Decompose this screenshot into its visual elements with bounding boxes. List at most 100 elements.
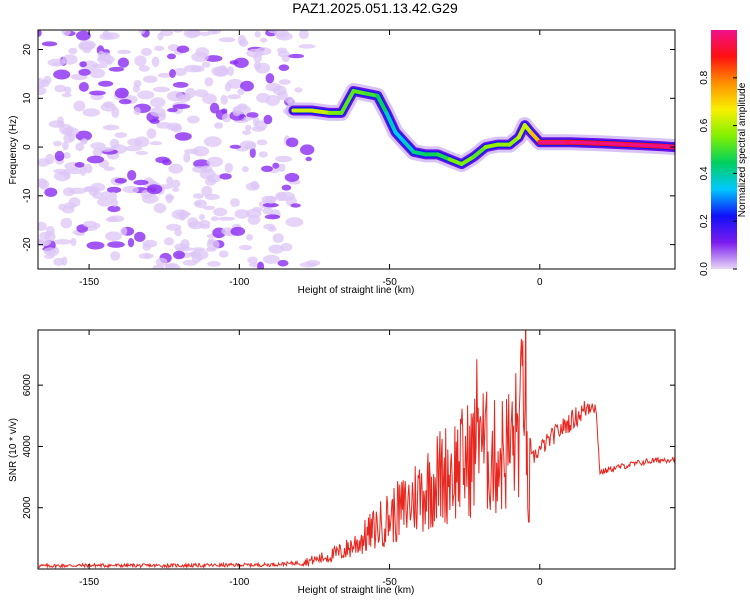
noise-blob [153, 203, 167, 214]
noise-blob [258, 151, 268, 158]
noise-blob [70, 237, 77, 247]
noise-blob [110, 251, 121, 261]
y-tick-label: -10 [22, 188, 33, 203]
snr-background [38, 330, 675, 569]
noise-blob [154, 45, 165, 52]
noise-blob [120, 226, 128, 236]
noise-blob [100, 191, 112, 199]
noise-blob [75, 130, 93, 141]
noise-blob [78, 42, 95, 51]
noise-blob [221, 113, 232, 123]
noise-blob [210, 30, 222, 35]
noise-blob [98, 80, 114, 87]
noise-blob [237, 88, 245, 96]
track-segment [435, 152, 452, 162]
colorbar-bar [711, 30, 737, 269]
noise-blob [138, 253, 154, 259]
noise-blob [246, 48, 264, 58]
noise-blob [150, 97, 166, 108]
noise-blob [229, 60, 239, 65]
noise-blob [108, 215, 125, 223]
noise-blob [264, 214, 281, 220]
noise-blob [39, 179, 50, 190]
noise-blob [170, 179, 181, 188]
noise-blob [73, 100, 86, 112]
noise-blob [146, 128, 157, 139]
noise-blob [61, 256, 68, 266]
noise-blob [206, 239, 220, 251]
track-segment [375, 93, 389, 115]
noise-blob [240, 80, 254, 92]
track-segment [384, 110, 398, 135]
noise-blob [199, 168, 216, 180]
noise-blob [62, 54, 78, 65]
figure-title: PAZ1.2025.051.13.42.G29 [292, 0, 458, 16]
noise-blob [192, 146, 210, 157]
noise-blob [137, 90, 155, 100]
noise-blob [89, 90, 106, 96]
noise-blob [133, 79, 142, 88]
noise-blob [286, 137, 299, 148]
noise-blob [278, 79, 291, 85]
noise-blob [68, 47, 78, 55]
noise-blob [238, 244, 252, 251]
noise-blob [61, 30, 72, 37]
noise-blob [187, 115, 200, 124]
y-tick-label: 20 [22, 44, 33, 56]
noise-blob [272, 162, 280, 169]
noise-blob [263, 114, 273, 125]
noise-blob [249, 147, 256, 158]
noise-blob [103, 166, 115, 171]
noise-blob [45, 153, 55, 165]
noise-blob [105, 231, 122, 241]
noise-blob [229, 144, 241, 149]
noise-blob [134, 231, 146, 242]
x-tick-label: 0 [537, 277, 543, 288]
noise-blob [207, 261, 221, 267]
track-segment [363, 91, 380, 98]
noise-blob [64, 86, 72, 95]
noise-blob [194, 89, 209, 98]
noise-blob [156, 122, 172, 129]
noise-blob [99, 33, 114, 41]
noise-blob [143, 75, 158, 83]
noise-blob [109, 138, 120, 149]
noise-blob [169, 69, 176, 78]
noise-blob [63, 202, 76, 210]
noise-blob [160, 30, 174, 37]
noise-blob [245, 208, 262, 218]
noise-blob [199, 214, 205, 221]
noise-blob [117, 49, 132, 55]
noise-blob [152, 86, 170, 93]
noise-blob [164, 263, 181, 269]
noise-blob [157, 72, 172, 78]
noise-blob [173, 67, 187, 77]
noise-blob [173, 250, 185, 260]
noise-blob [38, 238, 44, 244]
noise-blob [275, 191, 288, 202]
noise-blob [232, 106, 241, 117]
noise-blob [172, 104, 191, 109]
noise-blob [254, 31, 261, 38]
spectrogram-signal-track [285, 83, 675, 173]
y-tick-label: 0 [22, 144, 33, 150]
noise-blob [83, 186, 100, 193]
noise-blob [245, 124, 252, 131]
noise-blob [149, 119, 160, 124]
noise-blob [141, 47, 152, 56]
track-segment [393, 130, 407, 145]
track-segment [309, 108, 332, 115]
noise-blob [191, 247, 205, 252]
noise-blob [78, 68, 91, 76]
noise-blob [263, 223, 276, 230]
noise-blob [205, 247, 217, 252]
noise-blob [200, 31, 211, 37]
noise-blob [54, 239, 72, 245]
noise-blob [233, 57, 249, 68]
noise-blob [124, 145, 143, 152]
noise-blob [254, 120, 268, 130]
track-segment [411, 149, 428, 157]
noise-blob [176, 45, 190, 53]
noise-blob [53, 140, 62, 147]
noise-blob [280, 242, 293, 252]
